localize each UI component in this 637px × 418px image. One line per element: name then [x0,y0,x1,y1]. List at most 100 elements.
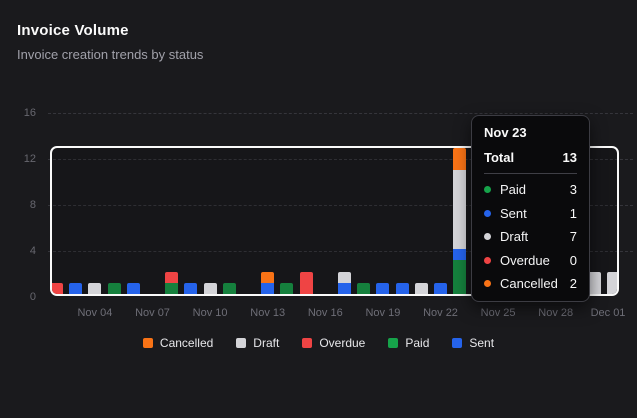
tooltip-rows: Paid 3 Sent 1 Draft 7 Overdue 0 Cancelled 2 [484,178,577,296]
bar-segment-paid[interactable] [165,282,179,294]
bar-nov-23[interactable] [453,148,467,294]
bar-nov-22[interactable] [434,282,447,294]
bar-segment-draft[interactable] [414,282,428,294]
bar-nov-21[interactable] [414,282,428,294]
x-tick-nov-07: Nov 07 [135,307,170,319]
bar-segment-sent[interactable] [376,282,390,294]
y-tick-0: 0 [29,291,36,303]
bar-segment-sent[interactable] [434,282,447,294]
bar-segment-draft[interactable] [203,282,217,294]
legend-item-cancelled[interactable]: Cancelled [142,336,214,350]
bar-segment-sent[interactable] [261,282,275,294]
tooltip-row-label: Sent [500,205,527,221]
chart-tooltip: Nov 23 Total 13 Paid 3 Sent 1 Draft 7 Overdue 0… [471,115,590,302]
bar-segment-sent[interactable] [126,282,140,294]
bar-segment-overdue[interactable] [52,282,63,294]
bars-layer [52,148,617,294]
bar-nov-03[interactable] [69,282,83,294]
bar-segment-cancelled[interactable] [261,271,275,283]
tooltip-row-cancelled: Cancelled 2 [484,272,577,296]
bar-nov-13[interactable] [261,271,275,294]
bar-segment-overdue[interactable] [299,271,313,294]
bar-segment-overdue[interactable] [165,271,179,283]
bar-nov-10[interactable] [203,282,217,294]
bar-segment-draft[interactable] [587,271,601,294]
bar-nov-30[interactable] [587,271,601,294]
tooltip-row-label: Draft [500,229,529,245]
bar-nov-14[interactable] [280,282,294,294]
x-tick-nov-10: Nov 10 [192,307,228,319]
bar-nov-11[interactable] [222,282,236,294]
tooltip-total-label: Total [484,150,515,165]
bar-nov-18[interactable] [357,282,371,294]
bar-segment-sent[interactable] [338,282,351,294]
bar-segment-sent[interactable] [69,282,83,294]
overdue-swatch-icon [302,338,313,348]
bar-nov-08[interactable] [165,271,179,294]
page-subtitle: Invoice creation trends by status [17,47,204,62]
bar-segment-draft[interactable] [88,282,102,294]
tooltip-row-value: 3 [569,182,577,198]
legend-item-sent[interactable]: Sent [452,336,494,350]
gridline-12 [48,159,633,160]
tooltip-row-label: Overdue [500,252,550,268]
legend-label: Cancelled [159,336,214,350]
x-tick-nov-19: Nov 19 [365,307,401,319]
tooltip-row-value: 2 [569,276,577,292]
bar-segment-draft[interactable] [453,170,467,250]
bar-segment-paid[interactable] [453,260,467,294]
bar-segment-draft[interactable] [338,271,351,283]
bar-segment-paid[interactable] [280,282,294,294]
paid-swatch-icon [388,338,399,348]
x-tick-nov-13: Nov 13 [250,307,286,319]
bar-nov-06[interactable] [126,282,140,294]
gridline-4 [48,251,633,252]
legend-label: Draft [253,336,280,350]
tooltip-total-value: 13 [562,150,577,165]
y-tick-16: 16 [23,107,36,119]
chart-legend: Cancelled Draft Overdue Paid Sent [0,336,637,350]
bar-nov-05[interactable] [107,282,121,294]
bar-segment-paid[interactable] [357,282,371,294]
bar-segment-sent[interactable] [184,282,198,294]
x-tick-nov-16: Nov 16 [307,307,343,319]
cancelled-dot-icon [484,280,491,288]
x-tick-nov-25: Nov 25 [480,307,516,319]
legend-item-overdue[interactable]: Overdue [302,336,365,350]
x-tick-dec-01: Dec 01 [590,307,626,319]
y-tick-12: 12 [23,153,36,165]
bar-nov-17[interactable] [338,271,351,294]
tooltip-row-sent: Sent 1 [484,202,577,226]
bar-nov-09[interactable] [184,282,198,294]
overdue-dot-icon [484,256,491,264]
legend-label: Overdue [319,336,366,350]
bar-segment-cancelled[interactable] [453,148,467,171]
bar-nov-04[interactable] [88,282,102,294]
page-title: Invoice Volume [17,22,129,39]
bar-segment-draft[interactable] [606,271,617,294]
sent-swatch-icon [452,338,463,348]
bar-segment-sent[interactable] [453,249,467,261]
tooltip-row-value: 0 [569,252,577,268]
tooltip-row-value: 1 [569,205,577,221]
bar-nov-20[interactable] [395,282,409,294]
bar-segment-paid[interactable] [107,282,121,294]
cancelled-swatch-icon [142,338,153,348]
legend-item-paid[interactable]: Paid [388,336,429,350]
tooltip-row-paid: Paid 3 [484,178,577,202]
draft-dot-icon [484,233,491,241]
y-tick-8: 8 [29,199,36,211]
bar-dec-01[interactable] [606,271,617,294]
x-tick-nov-04: Nov 04 [77,307,113,319]
legend-item-draft[interactable]: Draft [236,336,279,350]
bar-segment-paid[interactable] [222,282,236,294]
bar-nov-19[interactable] [376,282,390,294]
bar-nov-15[interactable] [299,271,313,294]
bar-nov-02[interactable] [52,282,63,294]
tooltip-total-row: Total 13 [484,150,577,165]
tooltip-row-draft: Draft 7 [484,225,577,249]
bar-segment-sent[interactable] [395,282,409,294]
paid-dot-icon [484,186,491,194]
tooltip-date: Nov 23 [484,125,527,140]
draft-swatch-icon [236,338,247,348]
